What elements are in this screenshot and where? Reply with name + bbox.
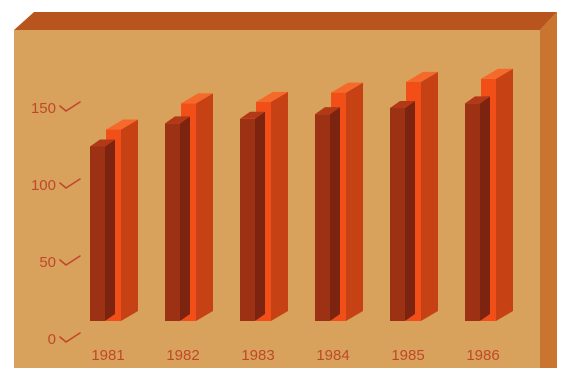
bar-front-1982-front	[165, 123, 180, 322]
bar-front-1985	[390, 101, 415, 321]
bar-front-1986-top	[465, 96, 490, 104]
x-tick-label-1983: 1983	[241, 347, 274, 364]
bar-front-1985-front	[390, 108, 405, 321]
bar-front-1986	[465, 96, 490, 321]
bar-front-1985-top	[390, 101, 415, 108]
y-tick-mark-1	[59, 255, 81, 266]
x-tick-label-1982: 1982	[166, 347, 199, 364]
bar-front-1984-side	[330, 107, 340, 321]
y-tick-label-2: 100	[31, 177, 56, 194]
bar-front-1985-side	[405, 101, 415, 321]
panel-side-edge	[540, 12, 557, 368]
bar-front-1983-front	[240, 118, 255, 321]
bar-front-1984	[315, 107, 340, 321]
y-tick-mark-3	[59, 101, 81, 112]
bar-front-1982-side	[180, 116, 190, 322]
bar-back-1985-side	[421, 71, 438, 321]
bar-back-1986-side	[496, 68, 513, 322]
y-tick-label-3: 150	[31, 100, 56, 117]
bar-back-1985-top	[406, 71, 438, 82]
y-tick-mark-0	[59, 332, 81, 343]
x-tick-label-1986: 1986	[466, 347, 499, 364]
y-axis: 0 50 100 150	[31, 100, 81, 348]
y-tick-label-0: 0	[48, 331, 56, 348]
bar-back-1981-side	[121, 119, 138, 321]
bar-front-1983	[240, 111, 265, 321]
y-tick-label-1: 50	[39, 254, 56, 271]
bar-front-1983-side	[255, 111, 265, 321]
bar-front-1982-top	[165, 116, 190, 124]
y-tick-mark-2	[59, 178, 81, 189]
bar-front-1984-front	[315, 114, 330, 321]
bar-front-1986-front	[465, 103, 480, 321]
bar-front-1982	[165, 116, 190, 322]
bar-front-1981	[90, 139, 115, 321]
x-tick-label-1984: 1984	[316, 347, 349, 364]
bar-back-1982-top	[181, 93, 213, 104]
bar-back-1984-side	[346, 82, 363, 321]
bars	[90, 68, 513, 322]
bar-front-1986-side	[480, 96, 490, 321]
bar-front-1981-side	[105, 139, 115, 321]
x-tick-label-1981: 1981	[91, 347, 124, 364]
x-tick-label-1985: 1985	[391, 347, 424, 364]
bar-back-1982-side	[196, 93, 213, 321]
bar-back-1981-top	[106, 119, 138, 130]
panel-top-edge	[14, 12, 557, 30]
bar-front-1981-front	[90, 146, 105, 321]
bar-back-1983-top	[256, 91, 288, 102]
bar-back-1983-side	[271, 91, 288, 321]
bar-back-1984-top	[331, 82, 363, 93]
bar-front-1981-top	[90, 139, 115, 147]
bar-front-1983-top	[240, 111, 265, 119]
bar-back-1986-top	[481, 68, 513, 79]
bar-front-1984-top	[315, 107, 340, 115]
x-axis: 1981 1982 1983 1984 1985 1986	[91, 347, 499, 364]
